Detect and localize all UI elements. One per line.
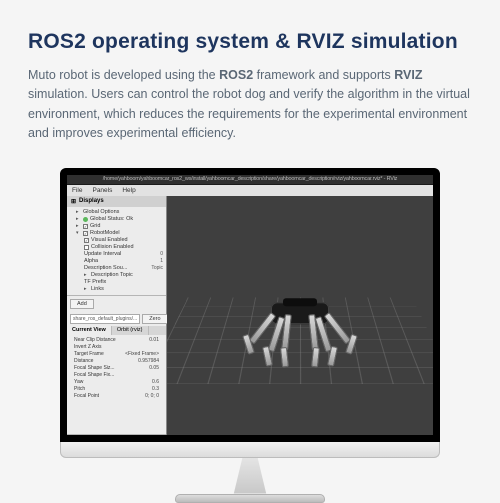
view-properties[interactable]: Near Clip Distance0.01 Invert Z Axis Tar… [67,335,166,435]
monitor-illustration: /home/yahboom/yahboomcar_ros2_ws/install… [28,168,472,503]
prop-pitch[interactable]: Pitch [74,386,152,392]
tree-global-options[interactable]: Global Options [83,209,119,215]
tree-desc-topic[interactable]: Description Topic [91,272,133,278]
prop-pitch-val: 0.3 [152,386,159,392]
tab-orbit[interactable]: Orbit (rviz) [112,326,149,335]
tree-collision-enabled[interactable]: Collision Enabled [91,244,134,250]
prop-distance-val: 0.957984 [138,358,159,364]
alpha-value: 1 [160,258,163,264]
prop-focal-point[interactable]: Focal Point [74,393,145,399]
displays-panel-title: Displays [79,198,104,204]
tree-links[interactable]: Links [91,286,104,292]
zero-button[interactable]: Zero [142,314,167,324]
page-heading: ROS2 operating system & RVIZ simulation [28,30,472,54]
prop-focal-fixed[interactable]: Focal Shape Fix... [74,372,159,378]
monitor-stand-base [175,494,325,503]
tree-robotmodel[interactable]: RobotModel [90,230,120,236]
displays-tree[interactable]: ▸Global Options ▸Global Status: Ok ▸Grid… [67,207,166,296]
views-tabs: Current View Orbit (rviz) [67,326,166,335]
window-titlebar: /home/yahboom/yahboomcar_ros2_ws/install… [67,175,433,185]
3d-viewport[interactable] [167,196,433,435]
menu-panels[interactable]: Panels [92,187,112,194]
tree-visual-enabled[interactable]: Visual Enabled [91,237,128,243]
prop-yaw[interactable]: Yaw [74,379,152,385]
status-ok-icon [83,217,88,222]
robotmodel-checkbox[interactable] [83,231,88,236]
left-sidebar: ⊞ Displays ▸Global Options ▸Global Statu… [67,196,167,435]
prop-near-clip[interactable]: Near Clip Distance [74,337,149,343]
page-description: Muto robot is developed using the ROS2 f… [28,66,472,144]
prop-near-clip-val: 0.01 [149,337,159,343]
desc-text: Muto robot is developed using the [28,68,219,82]
tab-current-view[interactable]: Current View [67,326,112,335]
displays-panel-header: ⊞ Displays [67,196,166,207]
tree-tf-prefix[interactable]: TF Prefix [84,279,106,285]
collision-checkbox[interactable] [84,245,89,250]
desc-bold-rviz: RVIZ [394,68,422,82]
monitor-bezel: /home/yahboom/yahboomcar_ros2_ws/install… [60,168,440,442]
panel-icon: ⊞ [71,198,76,205]
desc-source-value: Topic [151,265,163,271]
monitor-chin [60,442,440,458]
grid-checkbox[interactable] [83,224,88,229]
add-display-button[interactable]: Add [70,299,94,309]
prop-invert-z[interactable]: Invert Z Axis [74,344,159,350]
menu-bar: File Panels Help [67,185,433,196]
menu-file[interactable]: File [72,187,82,194]
tree-alpha[interactable]: Alpha [84,258,98,264]
desc-bold-ros2: ROS2 [219,68,253,82]
prop-target-frame[interactable]: Target Frame [74,351,125,357]
prop-target-frame-val: <Fixed Frame> [125,351,159,357]
desc-text: framework and supports [253,68,394,82]
tree-update-interval[interactable]: Update Interval [84,251,121,257]
desc-text: simulation. Users can control the robot … [28,87,470,140]
visual-checkbox[interactable] [84,238,89,243]
tree-grid[interactable]: Grid [90,223,100,229]
config-path-field[interactable]: share_ros_default_plugins/... [70,314,140,324]
tree-desc-source[interactable]: Description Sou... [84,265,127,271]
prop-focal-point-val: 0; 0; 0 [145,393,159,399]
prop-distance[interactable]: Distance [74,358,138,364]
update-interval-value: 0 [160,251,163,257]
prop-focal-size-val: 0.05 [149,365,159,371]
tree-global-status: Global Status: Ok [90,216,133,222]
prop-yaw-val: 0.6 [152,379,159,385]
prop-focal-size[interactable]: Focal Shape Siz... [74,365,149,371]
rviz-window: /home/yahboom/yahboomcar_ros2_ws/install… [67,175,433,435]
monitor-stand-neck [223,458,277,494]
robot-model [271,302,329,324]
menu-help[interactable]: Help [122,187,135,194]
robot-body [271,302,329,324]
